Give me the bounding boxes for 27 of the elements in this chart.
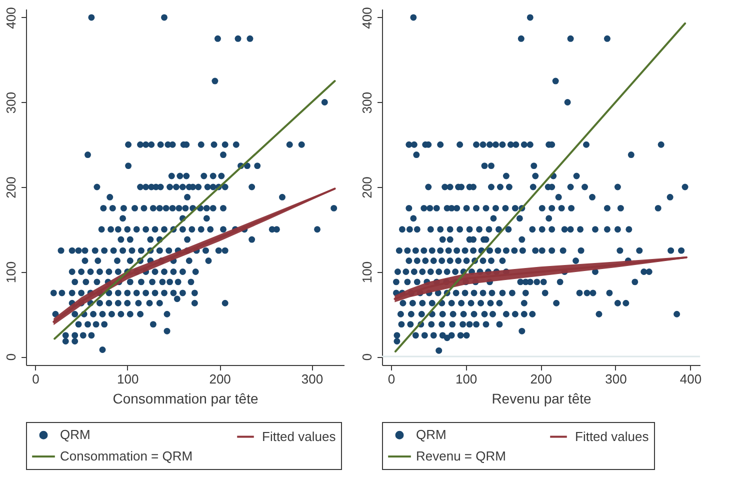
- legend-label: Fitted values: [262, 428, 336, 444]
- legend-label: Consommation = QRM: [60, 448, 193, 464]
- y-tick-label: 200: [4, 176, 18, 198]
- x-tick-label: 0: [388, 372, 396, 386]
- legend-label: QRM: [60, 427, 90, 442]
- y-tick-label: 100: [4, 261, 18, 284]
- y-tick-label: 0: [4, 353, 18, 361]
- x-tick-label: 200: [530, 372, 552, 386]
- x-tick-label: 100: [117, 372, 139, 386]
- x-tick-label: 400: [680, 372, 702, 386]
- legend-label: Revenu = QRM: [416, 448, 506, 464]
- y-tick-label: 300: [4, 92, 18, 114]
- y-tick-label: 400: [4, 7, 18, 29]
- y-tick-label: 300: [360, 92, 374, 114]
- x-tick-label: 0: [32, 372, 40, 386]
- x-axis-title: Revenu par tête: [492, 390, 592, 406]
- legend-label: QRM: [416, 427, 446, 442]
- y-tick-label: 0: [360, 353, 374, 361]
- x-tick-label: 300: [605, 372, 627, 386]
- x-tick-label: 200: [209, 372, 231, 386]
- x-axis-title: Consommation par tête: [112, 390, 258, 406]
- y-tick-label: 400: [360, 7, 374, 29]
- x-tick-label: 300: [301, 372, 324, 386]
- y-tick-label: 100: [360, 261, 374, 284]
- legend-label: Fitted values: [575, 428, 650, 444]
- y-tick-label: 200: [360, 176, 374, 198]
- x-tick-label: 100: [455, 372, 478, 386]
